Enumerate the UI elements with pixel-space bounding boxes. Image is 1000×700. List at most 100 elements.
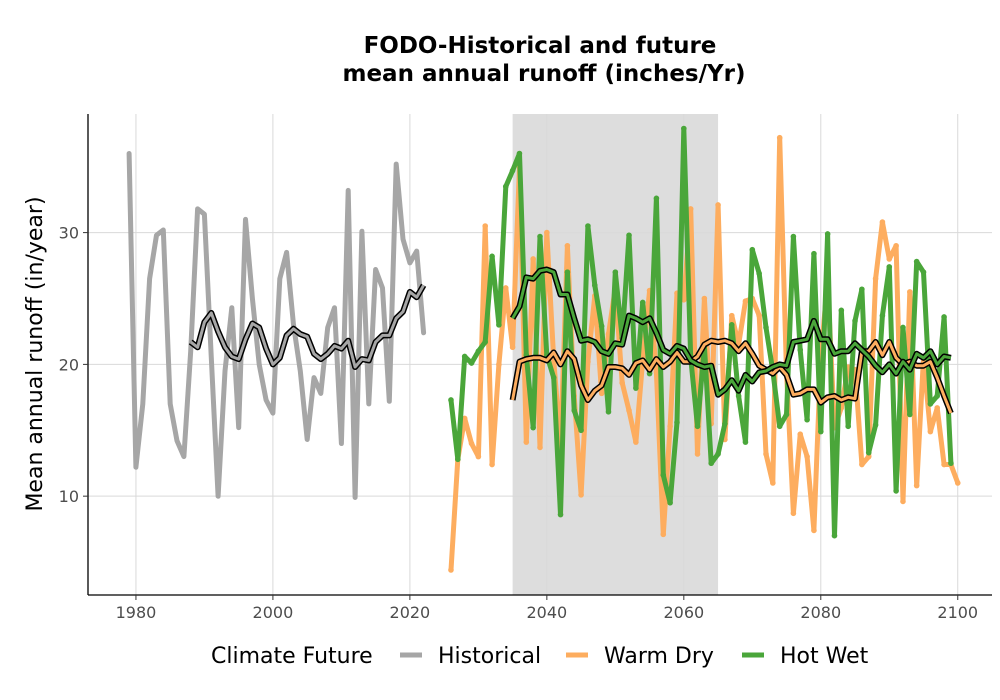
data-point-hot-wet [722,420,728,427]
data-point-warm-dry [489,461,495,468]
data-point-warm-dry [859,461,865,468]
data-point-hot-wet [776,423,783,430]
data-point-hot-wet [790,233,797,240]
data-point-hot-wet [920,269,927,275]
data-point-hot-wet [571,407,578,414]
data-point-hot-wet [455,456,461,463]
data-point-warm-dry [530,256,536,262]
data-point-warm-dry [564,242,571,249]
data-point-hot-wet [530,424,536,431]
data-point-hot-wet [742,439,749,445]
data-point-hot-wet [872,422,879,428]
data-point-hot-wet [598,323,605,329]
data-point-warm-dry [585,358,591,365]
data-point-hot-wet [482,339,489,345]
data-point-hot-wet [797,347,804,353]
data-point-warm-dry [811,527,817,534]
data-point-hot-wet [831,532,838,539]
data-point-hot-wet [578,427,584,434]
data-point-hot-wet [811,250,817,257]
data-point-warm-dry [934,405,941,411]
data-point-warm-dry [742,298,749,304]
legend-label-warm-dry: Warm Dry [604,644,714,669]
data-point-hot-wet [667,499,673,506]
data-point-hot-wet [845,423,851,430]
data-point-warm-dry [865,453,872,460]
y-tick-label: 30 [59,224,79,243]
data-point-hot-wet [612,269,619,275]
data-point-hot-wet [461,353,468,360]
data-point-warm-dry [872,275,879,282]
data-point-hot-wet [879,312,886,319]
data-point-warm-dry [496,361,502,368]
data-point-warm-dry [461,415,468,422]
y-axis-label: Mean annual runoff (in/year) [23,196,48,511]
data-point-warm-dry [913,482,920,489]
data-point-warm-dry [448,567,454,573]
x-tick-label: 2020 [390,603,431,622]
data-point-warm-dry [804,453,810,460]
data-point-hot-wet [927,401,934,407]
data-point-warm-dry [626,407,632,414]
data-point-warm-dry [770,480,776,486]
data-point-hot-wet [489,253,495,260]
data-point-hot-wet [948,460,954,467]
legend: Climate Future Historical Warm Dry Hot Wet [211,644,869,669]
data-point-warm-dry [660,531,667,538]
data-point-warm-dry [523,439,530,445]
data-point-hot-wet [859,286,865,293]
data-point-hot-wet [817,428,824,435]
data-point-warm-dry [907,289,913,295]
smoothed-line-historical [189,284,425,369]
data-point-warm-dry [482,223,489,229]
data-point-hot-wet [653,195,660,202]
data-point-hot-wet [893,488,899,494]
data-point-hot-wet [907,411,913,418]
data-point-hot-wet [715,451,721,457]
legend-title: Climate Future [211,644,373,669]
data-point-hot-wet [639,299,646,306]
data-point-warm-dry [701,295,708,302]
data-point-hot-wet [475,348,482,355]
legend-label-historical: Historical [438,644,541,669]
data-point-hot-wet [865,449,872,456]
data-point-warm-dry [681,297,687,303]
plot-area: 1980 2000 2020 2040 2060 2080 2100 10 20 30 [59,114,992,622]
x-tick-label: 1980 [116,603,157,622]
data-point-hot-wet [660,472,667,478]
data-point-hot-wet [550,374,557,381]
legend-label-hot-wet: Hot Wet [780,644,869,669]
data-point-hot-wet [591,282,598,289]
data-point-hot-wet [585,223,591,229]
data-point-warm-dry [653,369,660,376]
data-point-hot-wet [941,314,947,320]
data-point-warm-dry [578,492,584,498]
data-point-hot-wet [763,324,769,331]
data-point-hot-wet [756,270,762,277]
data-point-hot-wet [674,419,680,426]
data-point-hot-wet [838,307,845,314]
x-tick-label: 2060 [663,603,704,622]
data-point-hot-wet [735,393,742,399]
data-point-warm-dry [941,461,947,468]
data-point-warm-dry [687,206,694,212]
data-point-warm-dry [886,256,893,262]
data-point-hot-wet [694,423,701,430]
data-point-warm-dry [879,219,886,225]
data-point-hot-wet [564,269,571,275]
data-point-warm-dry [509,344,516,351]
data-point-warm-dry [756,312,762,319]
data-point-hot-wet [509,167,516,174]
data-point-hot-wet [681,125,687,132]
data-point-hot-wet [783,411,790,418]
data-point-warm-dry [715,202,721,208]
series-line-historical [126,151,427,500]
data-point-warm-dry [544,229,550,236]
data-point-hot-wet [728,322,735,328]
chart-title-line-2: mean annual runoff (inches/Yr) [342,61,745,87]
data-point-hot-wet [886,264,893,270]
data-point-warm-dry [502,285,509,291]
data-point-warm-dry [619,380,625,386]
